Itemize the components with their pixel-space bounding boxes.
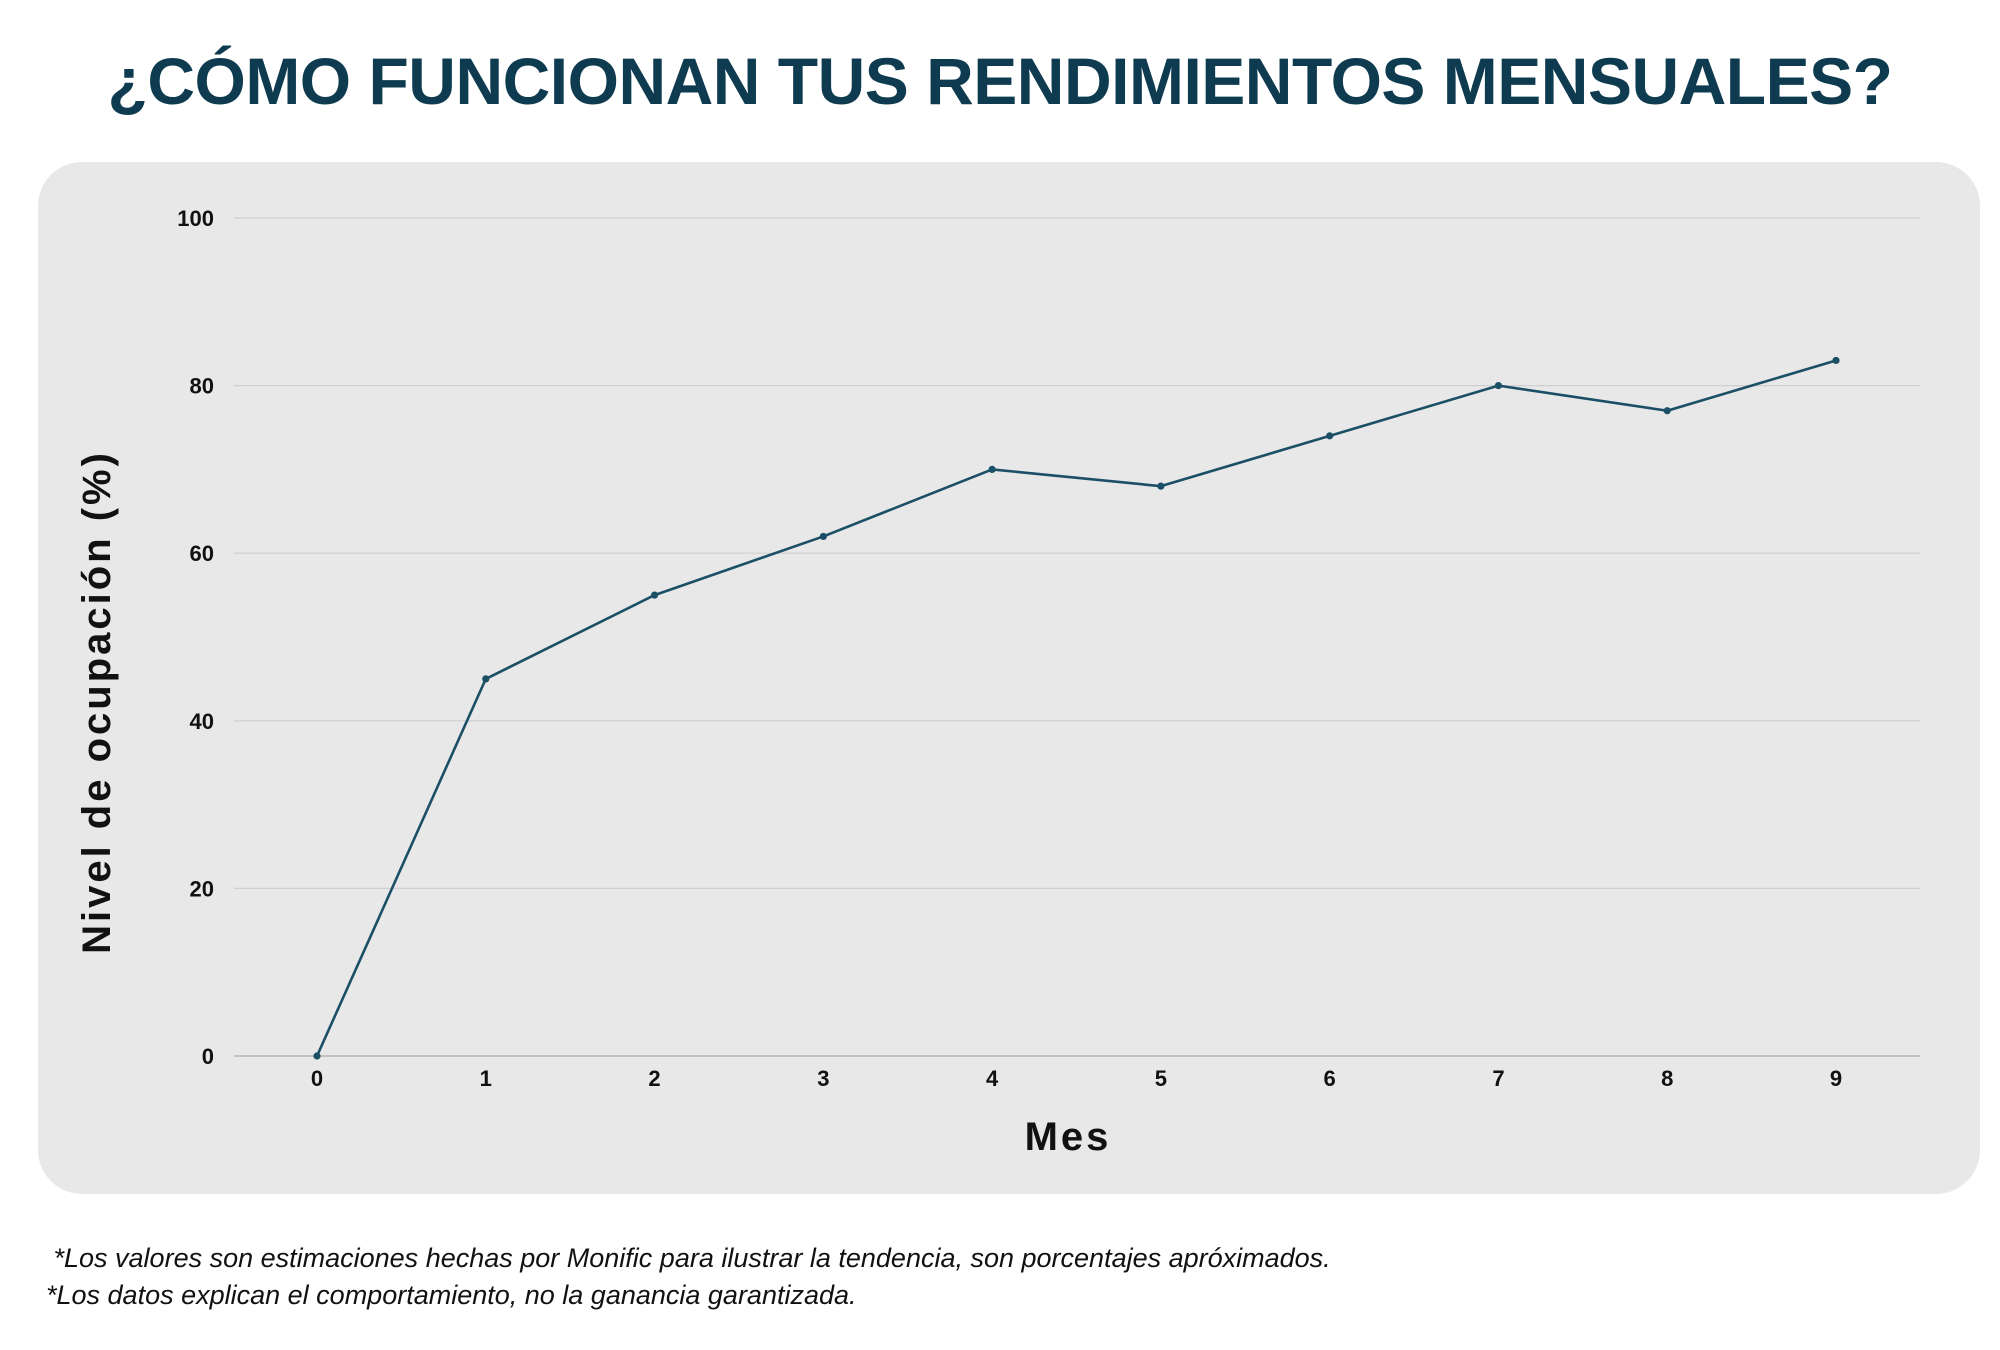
x-tick-labels: 0 1 2 3 4 5 6 7 8 9 <box>311 1066 1842 1091</box>
x-tick-label-5: 5 <box>1155 1066 1167 1091</box>
data-point-2 <box>650 591 659 599</box>
y-tick-label-40: 40 <box>190 709 214 734</box>
y-tick-label-100: 100 <box>177 206 214 231</box>
x-tick-label-4: 4 <box>986 1066 999 1091</box>
y-tick-labels: 0 20 40 60 80 100 <box>177 206 214 1069</box>
gridlines <box>234 217 1920 890</box>
data-point-1 <box>482 675 490 683</box>
x-tick-label-9: 9 <box>1830 1066 1842 1091</box>
data-point-5 <box>1157 482 1165 490</box>
y-tick-label-0: 0 <box>202 1044 214 1069</box>
y-axis-title: Nivel de ocupación (%) <box>75 450 119 954</box>
y-tick-label-60: 60 <box>190 541 214 566</box>
x-tick-label-1: 1 <box>480 1066 492 1091</box>
data-point-3 <box>819 532 827 541</box>
y-tick-label-20: 20 <box>190 876 214 901</box>
x-axis-title: Mes <box>1025 1115 1112 1159</box>
chart-card: 0 20 40 60 80 100 0 1 2 3 4 5 6 7 8 9 Mes Nivel de ocu… <box>38 162 1980 1194</box>
x-tick-label-7: 7 <box>1492 1066 1504 1091</box>
footnote-2: *Los datos explican el comportamiento, n… <box>46 1280 857 1310</box>
x-tick-label-0: 0 <box>311 1066 323 1091</box>
series-markers <box>313 356 1840 1060</box>
x-tick-label-6: 6 <box>1324 1066 1336 1091</box>
line-chart: 0 20 40 60 80 100 0 1 2 3 4 5 6 7 8 9 Mes Nivel de ocu… <box>75 206 1920 1159</box>
data-point-9 <box>1832 356 1840 365</box>
series-line <box>315 359 1838 1058</box>
y-tick-label-80: 80 <box>190 374 214 399</box>
data-point-6 <box>1326 432 1334 440</box>
series-line-0 <box>315 359 1838 1058</box>
footnotes: *Los valores son estimaciones hechas por… <box>46 1240 1946 1314</box>
page-title: ¿CÓMO FUNCIONAN TUS RENDIMIENTOS MENSUAL… <box>107 44 1893 118</box>
footnote-1: *Los valores son estimaciones hechas por… <box>46 1243 1331 1273</box>
x-tick-label-2: 2 <box>648 1066 660 1091</box>
data-point-0 <box>313 1052 321 1060</box>
data-point-8 <box>1663 407 1671 415</box>
data-point-4 <box>988 465 996 473</box>
data-point-7 <box>1494 382 1503 390</box>
x-tick-label-8: 8 <box>1661 1066 1673 1091</box>
x-tick-label-3: 3 <box>817 1066 829 1091</box>
